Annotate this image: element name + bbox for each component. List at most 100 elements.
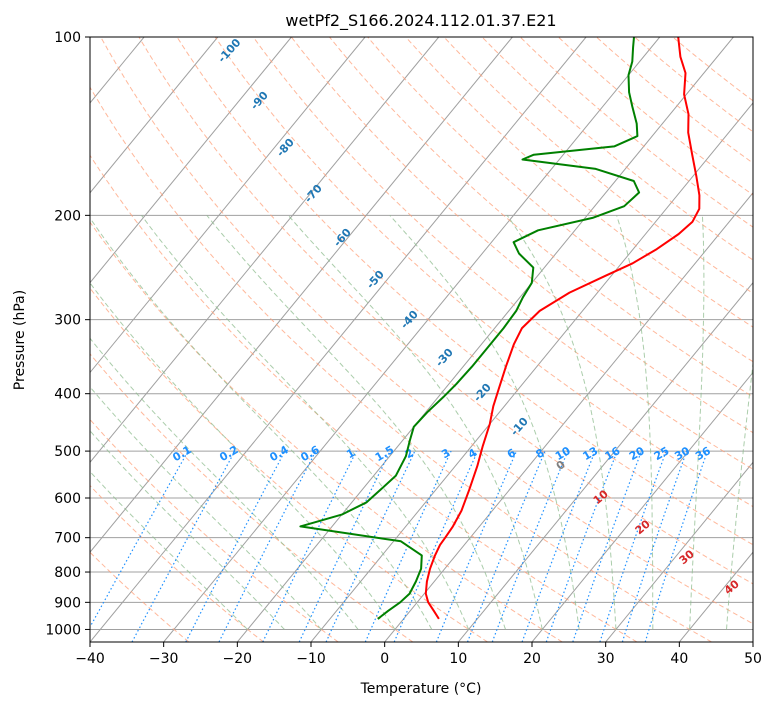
y-tick-label: 200 (54, 208, 81, 224)
y-tick-label: 600 (54, 491, 81, 507)
mixing-ratio-label: 13 (580, 444, 600, 463)
dry-adiabat-line (90, 484, 264, 642)
y-tick-label: 900 (54, 595, 81, 611)
dewpoint-profile (299, 37, 641, 620)
grid-lines (0, 37, 753, 642)
dry-adiabat-line (90, 86, 712, 642)
x-tick-label: −30 (149, 651, 179, 667)
mixing-ratio-line (521, 450, 596, 642)
moist-adiabat-line (689, 215, 705, 630)
moist-adiabat-label: 30 (677, 547, 697, 567)
dry-adiabat-line (90, 418, 339, 642)
line-labels: 0.1 0.2 0.4 0.6 1 1.5 2 3 4 6 8 10 13 16 20 25 30 36-100-… (170, 36, 742, 597)
dry-adiabat-label: -30 (433, 346, 456, 370)
mixing-ratio-line (466, 450, 546, 642)
y-tick-label: 300 (54, 313, 81, 329)
x-tick-label: −10 (296, 651, 326, 667)
moist-adiabat-line (616, 215, 654, 630)
mixing-ratio-line (364, 450, 452, 642)
moist-adiabat-line (287, 214, 543, 630)
mixing-ratio-label: 25 (652, 444, 672, 463)
y-tick-label: 100 (54, 30, 81, 46)
dry-adiabat-line (90, 287, 488, 642)
y-tick-label: 500 (54, 444, 81, 460)
mixing-ratio-line (545, 450, 618, 642)
x-tick-label: −40 (75, 651, 105, 667)
x-tick-label: 0 (380, 651, 389, 667)
mixing-ratio-line (621, 450, 688, 642)
mixing-ratio-label: 6 (505, 446, 518, 461)
dry-adiabat-label: -100 (215, 36, 243, 65)
isotherm-line (531, 371, 753, 642)
moist-adiabat-line (90, 386, 322, 630)
mixing-ratio-line (262, 450, 357, 642)
x-axis-label: Temperature (°C) (360, 681, 482, 697)
mixing-ratio-label: 1.5 (373, 443, 396, 464)
isotherm-line (457, 281, 753, 642)
isotherm-line (90, 37, 513, 553)
isotherm-line (605, 461, 753, 642)
isotherm-line (90, 37, 366, 374)
moist-adiabat-line (506, 215, 617, 630)
dry-adiabat-line (405, 37, 753, 328)
x-tick-label: 50 (744, 651, 762, 667)
dry-adiabat-line (481, 37, 753, 261)
moist-adiabat-line (141, 215, 470, 630)
moist-adiabat-line (206, 214, 506, 630)
isotherm-line (236, 37, 734, 642)
mixing-ratio-line (218, 450, 317, 642)
mixing-ratio-label: 16 (603, 444, 623, 463)
dry-adiabat-line (90, 551, 190, 642)
dry-adiabat-line (100, 37, 753, 625)
mixing-ratio-line (435, 450, 518, 642)
mixing-ratio-line (644, 450, 708, 642)
mixing-ratio-line (131, 450, 236, 642)
dry-adiabat-line (367, 37, 753, 363)
dry-adiabat-line (329, 37, 753, 398)
moist-adiabat-label: 20 (633, 517, 653, 537)
moist-adiabat-line (90, 470, 248, 630)
isotherm-line (163, 37, 661, 642)
dry-adiabat-line (138, 37, 753, 585)
x-tick-label: 30 (597, 651, 615, 667)
moist-adiabat-line (90, 282, 396, 630)
isotherm-line (384, 192, 753, 642)
y-tick-label: 400 (54, 387, 81, 403)
mixing-ratio-line (572, 450, 643, 642)
axis-ticks: −40 −30 −20 −10 0 10 20 30 40 5010020030040050060… (45, 30, 762, 667)
mixing-ratio-label: 1 (344, 446, 357, 461)
dry-adiabat-line (176, 37, 753, 546)
dry-adiabat-label: -60 (331, 226, 354, 250)
y-axis-label: Pressure (hPa) (12, 290, 28, 390)
isotherm-line (90, 37, 219, 194)
profile-series (299, 37, 701, 620)
mixing-ratio-label: 4 (466, 446, 479, 461)
moist-adiabat-label: 40 (722, 577, 742, 597)
mixing-ratio-line (90, 450, 189, 629)
mixing-ratio-label: 36 (693, 444, 713, 463)
dry-adiabat-line (557, 37, 753, 196)
dry-adiabat-label: -10 (508, 415, 531, 439)
dry-adiabat-label: -70 (302, 182, 325, 206)
isotherm-line (90, 37, 292, 284)
isotherm-line (678, 551, 753, 642)
dry-adiabat-line (90, 221, 563, 642)
dry-adiabat-line (90, 353, 414, 642)
mixing-ratio-label: 3 (439, 446, 452, 461)
mixing-ratio-line (393, 450, 479, 642)
moist-adiabat-line (90, 337, 359, 630)
isotherm-line (90, 37, 587, 642)
y-tick-label: 800 (54, 565, 81, 581)
isotherm-line (752, 641, 753, 642)
zero-label: 0 (554, 458, 568, 473)
isotherm-line (0, 37, 70, 642)
mixing-ratio-line (599, 450, 667, 642)
dry-adiabat-line (252, 37, 753, 470)
isotherm-line (90, 37, 440, 464)
dry-adiabat-label: -50 (364, 268, 387, 292)
y-tick-label: 700 (54, 531, 81, 547)
mixing-ratio-label: 0.6 (298, 443, 322, 464)
mixing-ratio-label: 20 (627, 444, 647, 463)
dry-adiabat-label: -40 (398, 308, 421, 332)
